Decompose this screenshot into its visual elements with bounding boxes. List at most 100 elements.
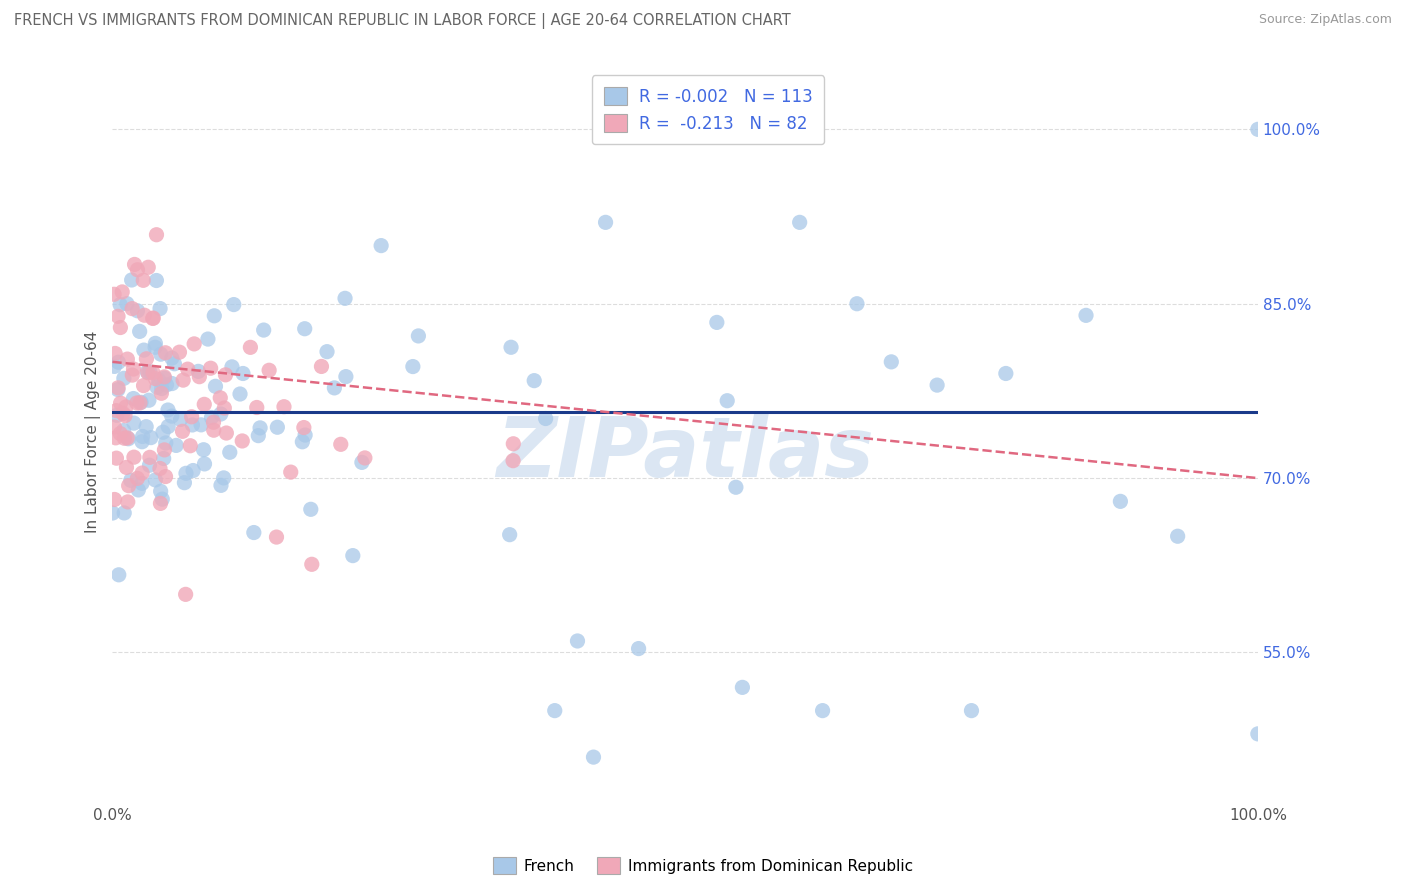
- Point: [121, 273, 143, 287]
- Point: [1247, 727, 1270, 741]
- Point: [149, 484, 172, 499]
- Point: [138, 458, 160, 473]
- Point: [209, 391, 232, 405]
- Point: [127, 483, 149, 497]
- Point: [179, 439, 201, 453]
- Point: [350, 455, 373, 469]
- Point: [138, 393, 160, 408]
- Point: [249, 421, 271, 435]
- Point: [139, 431, 162, 445]
- Point: [127, 303, 149, 318]
- Point: [294, 322, 316, 336]
- Point: [329, 437, 352, 451]
- Point: [534, 411, 557, 425]
- Point: [190, 417, 212, 432]
- Point: [994, 367, 1017, 381]
- Point: [112, 431, 135, 445]
- Point: [209, 407, 232, 421]
- Point: [110, 320, 132, 334]
- Point: [124, 257, 146, 271]
- Point: [402, 359, 425, 374]
- Point: [101, 506, 124, 520]
- Point: [110, 426, 132, 441]
- Point: [231, 434, 253, 448]
- Point: [188, 369, 211, 384]
- Point: [149, 347, 172, 361]
- Point: [323, 381, 346, 395]
- Point: [811, 704, 834, 718]
- Point: [880, 355, 903, 369]
- Point: [292, 420, 315, 434]
- Point: [222, 297, 245, 311]
- Point: [125, 396, 148, 410]
- Point: [134, 308, 156, 322]
- Legend: French, Immigrants from Dominican Republic: French, Immigrants from Dominican Republ…: [486, 851, 920, 880]
- Point: [160, 351, 183, 365]
- Point: [354, 450, 377, 465]
- Point: [150, 382, 173, 396]
- Point: [117, 352, 139, 367]
- Point: [176, 362, 198, 376]
- Point: [111, 285, 134, 299]
- Point: [845, 297, 868, 311]
- Point: [197, 332, 219, 346]
- Point: [165, 438, 187, 452]
- Point: [104, 346, 127, 360]
- Point: [107, 355, 129, 369]
- Point: [139, 450, 162, 465]
- Point: [582, 750, 605, 764]
- Point: [108, 298, 131, 312]
- Point: [247, 428, 270, 442]
- Point: [218, 445, 240, 459]
- Text: FRENCH VS IMMIGRANTS FROM DOMINICAN REPUBLIC IN LABOR FORCE | AGE 20-64 CORRELAT: FRENCH VS IMMIGRANTS FROM DOMINICAN REPU…: [14, 13, 790, 29]
- Point: [131, 434, 153, 449]
- Point: [229, 387, 252, 401]
- Point: [115, 460, 138, 475]
- Point: [163, 357, 186, 371]
- Point: [183, 337, 205, 351]
- Point: [280, 465, 302, 479]
- Point: [105, 409, 128, 423]
- Point: [155, 469, 177, 483]
- Point: [1109, 494, 1132, 508]
- Point: [502, 437, 524, 451]
- Point: [200, 410, 222, 425]
- Point: [408, 329, 430, 343]
- Point: [789, 215, 811, 229]
- Point: [132, 343, 155, 357]
- Point: [136, 260, 159, 275]
- Point: [136, 366, 159, 380]
- Point: [121, 301, 143, 316]
- Point: [112, 506, 135, 520]
- Point: [567, 634, 589, 648]
- Point: [131, 476, 153, 491]
- Point: [107, 310, 129, 324]
- Point: [299, 502, 322, 516]
- Point: [112, 371, 135, 385]
- Point: [132, 273, 155, 287]
- Point: [232, 367, 254, 381]
- Point: [150, 386, 173, 401]
- Y-axis label: In Labor Force | Age 20-64: In Labor Force | Age 20-64: [86, 330, 101, 533]
- Point: [215, 425, 238, 440]
- Point: [214, 401, 236, 415]
- Point: [149, 461, 172, 475]
- Point: [117, 495, 139, 509]
- Point: [301, 558, 323, 572]
- Point: [595, 215, 617, 229]
- Point: [142, 366, 165, 380]
- Point: [152, 425, 174, 440]
- Point: [156, 403, 179, 417]
- Point: [120, 473, 142, 487]
- Point: [294, 428, 316, 442]
- Point: [174, 467, 197, 481]
- Point: [150, 492, 173, 507]
- Point: [200, 361, 222, 376]
- Point: [148, 373, 170, 387]
- Point: [193, 397, 215, 411]
- Point: [122, 362, 145, 376]
- Point: [172, 373, 194, 387]
- Point: [145, 473, 167, 487]
- Point: [145, 336, 167, 351]
- Point: [214, 368, 236, 382]
